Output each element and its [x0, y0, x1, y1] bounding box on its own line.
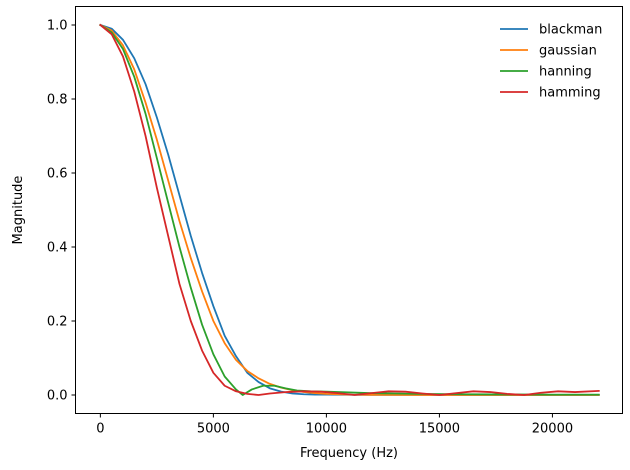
x-axis-label: Frequency (Hz) — [300, 446, 398, 461]
x-tick-label: 20000 — [532, 422, 573, 437]
y-tick-label: 0.8 — [47, 93, 68, 108]
x-tick-label: 0 — [96, 422, 104, 437]
y-tick-label: 0.4 — [47, 241, 68, 256]
x-tick-label: 15000 — [419, 422, 460, 437]
x-tick-label: 5000 — [197, 422, 230, 437]
x-axis: 0 5000 10000 15000 20000 — [96, 413, 573, 437]
plot-frame — [75, 6, 623, 414]
series-line-hanning — [99, 23, 600, 396]
legend-label-hanning: hanning — [539, 65, 592, 80]
y-tick-label: 0.6 — [47, 167, 68, 182]
series-line-gaussian — [99, 23, 600, 396]
series-layer — [99, 23, 600, 396]
y-axis: 0.0 0.2 0.4 0.6 0.8 1.0 — [47, 19, 76, 404]
legend-label-blackman: blackman — [539, 23, 602, 38]
series-line-hamming — [99, 23, 600, 396]
y-tick-label: 0.0 — [47, 389, 68, 404]
y-tick-label: 1.0 — [47, 19, 68, 34]
y-axis-label: Magnitude — [11, 176, 26, 245]
legend-label-gaussian: gaussian — [539, 44, 597, 59]
y-tick-label: 0.2 — [47, 315, 68, 330]
x-tick-label: 10000 — [306, 422, 347, 437]
legend: blackman gaussian hanning hamming — [500, 23, 602, 101]
legend-label-hamming: hamming — [539, 86, 601, 101]
